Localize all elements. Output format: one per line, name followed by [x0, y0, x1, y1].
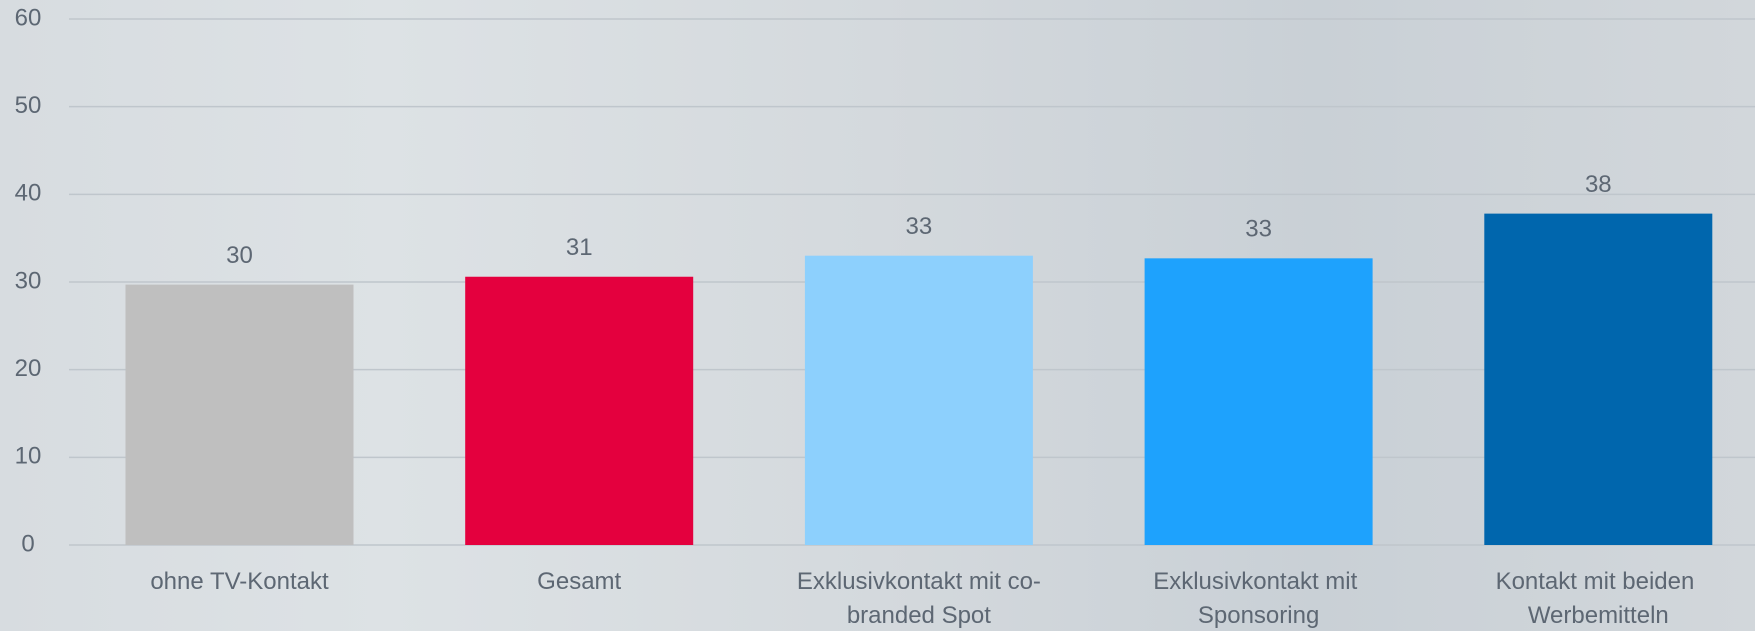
y-tick-label: 10 [15, 443, 42, 470]
value-label: 38 [1585, 171, 1612, 198]
y-tick-label: 60 [15, 4, 42, 31]
value-label: 33 [1245, 216, 1272, 243]
bar [1144, 258, 1373, 545]
x-tick-label: ohne TV-Kontakt [150, 568, 329, 595]
bar [1484, 213, 1713, 545]
x-tick-label: Gesamt [537, 568, 621, 595]
value-label: 33 [906, 213, 933, 240]
y-tick-label: 20 [15, 355, 42, 382]
y-tick-label: 0 [21, 530, 34, 557]
bar [125, 284, 354, 545]
x-tick-label: Exklusivkontakt mit co-branded Spot [797, 568, 1041, 629]
y-tick-label: 50 [15, 92, 42, 119]
bar [465, 276, 694, 545]
y-tick-label: 30 [15, 267, 42, 294]
bar [804, 255, 1033, 545]
x-tick-label: Exklusivkontakt mit Sponsoring [1153, 568, 1364, 629]
y-tick-label: 40 [15, 180, 42, 207]
x-tick-label: Kontakt mit beiden Werbemitteln [1496, 568, 1701, 629]
value-label: 30 [226, 242, 253, 269]
value-label: 31 [566, 234, 593, 261]
